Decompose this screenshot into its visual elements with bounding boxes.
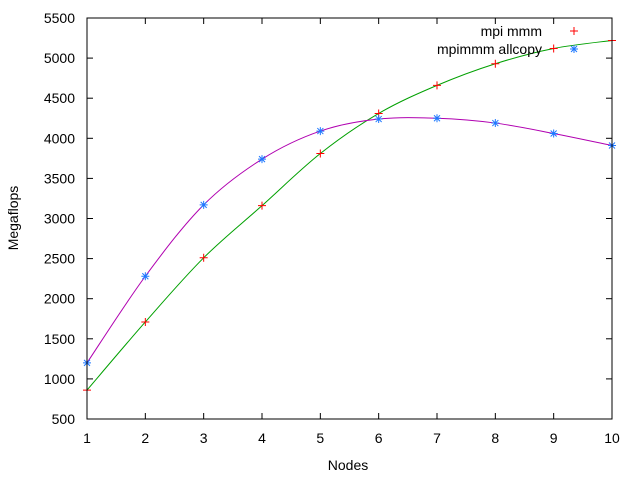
y-tick-label: 500 <box>52 411 76 427</box>
x-tick-label: 9 <box>550 430 558 446</box>
plot-border <box>86 17 613 420</box>
data-point-series-2 <box>549 129 558 138</box>
y-tick-label: 2000 <box>44 291 75 307</box>
legend-marker-series-1 <box>570 27 578 35</box>
x-tick-label: 5 <box>316 430 324 446</box>
x-tick-label: 6 <box>375 430 383 446</box>
x-axis-title: Nodes <box>328 457 368 473</box>
legend-marker-series-2 <box>570 45 578 53</box>
data-point-series-2 <box>258 155 266 164</box>
y-axis-title: Megaflops <box>5 186 21 251</box>
y-tick-label: 1500 <box>44 331 75 347</box>
y-tick-label: 3500 <box>44 170 75 186</box>
y-tick-label: 4500 <box>44 90 75 106</box>
y-tick-label: 2500 <box>44 251 75 267</box>
y-tick-label: 4000 <box>44 130 75 146</box>
data-point-series-1 <box>316 149 325 158</box>
fit-curve-series-1 <box>86 39 613 391</box>
y-tick-label: 5500 <box>44 10 75 26</box>
data-point-series-1 <box>141 317 150 326</box>
data-point-series-1 <box>491 59 500 68</box>
data-point-series-2 <box>316 127 325 136</box>
data-point-series-1 <box>433 81 441 90</box>
data-point-series-2 <box>199 200 208 209</box>
y-tick-label: 3000 <box>44 211 75 227</box>
legend-label-series-2: mpimmm allcopy <box>437 41 542 57</box>
data-markers <box>83 36 616 395</box>
data-point-series-2 <box>374 115 383 124</box>
data-point-series-2 <box>433 114 441 123</box>
data-point-series-2 <box>491 119 500 128</box>
y-tick-label: 1000 <box>44 371 75 387</box>
data-point-series-1 <box>258 201 266 210</box>
x-tick-label: 10 <box>604 430 620 446</box>
legend: mpi mmm mpimmm allcopy <box>437 23 578 57</box>
fit-curves <box>86 39 613 391</box>
x-tick-label: 1 <box>83 430 91 446</box>
x-tick-label: 3 <box>200 430 208 446</box>
data-point-series-2 <box>141 272 150 281</box>
x-tick-label: 8 <box>491 430 499 446</box>
y-tick-label: 5000 <box>44 50 75 66</box>
fit-curve-series-2 <box>86 117 613 364</box>
x-tick-label: 7 <box>433 430 441 446</box>
data-point-series-1 <box>199 253 208 262</box>
x-tick-label: 4 <box>258 430 266 446</box>
axes: 1 2 3 4 5 6 7 8 9 10 500 1000 1500 2000 2500 3000 3500 40… <box>44 10 620 446</box>
x-tick-label: 2 <box>141 430 149 446</box>
data-point-series-1 <box>549 44 558 53</box>
legend-label-series-1: mpi mmm <box>481 23 542 39</box>
